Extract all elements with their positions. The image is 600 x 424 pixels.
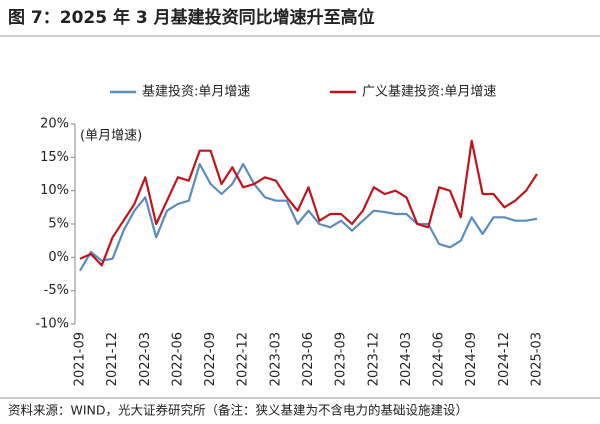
x-tick-label: 2022-06 xyxy=(170,332,185,386)
y-tick-label: -10% xyxy=(35,317,69,332)
x-tick-label: 2022-09 xyxy=(203,332,218,386)
series-line xyxy=(79,162,538,272)
legend-label: 广义基建投资:单月增速 xyxy=(362,84,496,100)
x-tick-label: 2021-09 xyxy=(73,332,88,386)
x-tick-label: 2024-12 xyxy=(497,332,512,386)
x-tick-label: 2023-06 xyxy=(301,332,316,386)
y-tick-label: 15% xyxy=(40,150,69,165)
y-axis-label: (单月增速) xyxy=(80,129,142,144)
x-tick-label: 2024-09 xyxy=(464,332,479,386)
chart-title: 图 7：2025 年 3 月基建投资同比增速升至高位 xyxy=(8,7,375,28)
y-tick-label: -5% xyxy=(44,283,69,298)
source: 资料来源：WIND，光大证券研究所（备注：狭义基建为不含电力的基础设施建设） xyxy=(8,403,468,418)
y-tick-label: 5% xyxy=(48,217,69,232)
y-tick-label: 20% xyxy=(40,117,69,132)
x-tick-label: 2023-09 xyxy=(334,332,349,386)
x-tick-label: 2024-03 xyxy=(399,332,414,386)
series-line xyxy=(79,139,538,267)
x-tick-label: 2025-03 xyxy=(530,332,545,386)
legend-label: 基建投资:单月增速 xyxy=(142,84,250,100)
x-tick-label: 2022-03 xyxy=(138,332,153,386)
x-tick-label: 2022-12 xyxy=(236,332,251,386)
y-tick-label: 10% xyxy=(40,183,69,198)
x-tick-label: 2024-06 xyxy=(432,332,447,386)
x-tick-label: 2021-12 xyxy=(105,332,120,386)
y-tick-label: 0% xyxy=(48,250,69,265)
x-tick-label: 2023-03 xyxy=(268,332,283,386)
x-tick-label: 2023-12 xyxy=(366,332,381,386)
